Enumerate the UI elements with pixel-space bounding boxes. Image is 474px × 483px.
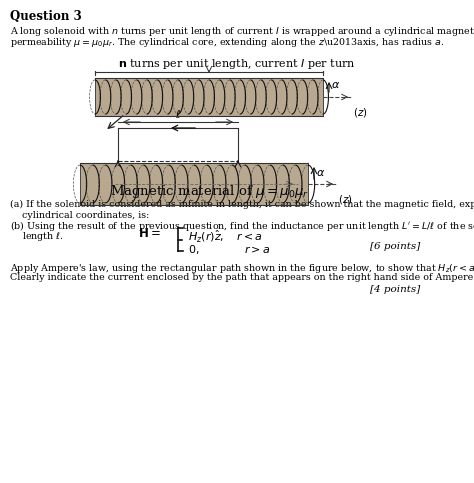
Text: $(z)$: $(z)$	[338, 193, 353, 206]
Bar	[80, 163, 308, 205]
Text: [4 points]: [4 points]	[370, 285, 420, 294]
Text: permeability $\mu = \mu_0\mu_r$. The cylindrical core, extending along the $z$\u: permeability $\mu = \mu_0\mu_r$. The cyl…	[10, 36, 445, 49]
Text: Apply Ampere's law, using the rectangular path shown in the figure below, to sho: Apply Ampere's law, using the rectangula…	[10, 262, 474, 275]
Text: $\ell$: $\ell$	[175, 108, 181, 120]
Text: $\mathbf{H} =$: $\mathbf{H} =$	[138, 227, 161, 240]
Text: $0, \qquad\qquad r > a$: $0, \qquad\qquad r > a$	[188, 243, 271, 256]
Text: $(z)$: $(z)$	[353, 106, 368, 119]
Text: length $\ell$.: length $\ell$.	[22, 230, 64, 243]
Text: $\alpha$: $\alpha$	[331, 81, 340, 90]
Text: $\mathbf{n}$ turns per unit length, current $I$ per turn: $\mathbf{n}$ turns per unit length, curr…	[118, 57, 356, 71]
Text: [6 points]: [6 points]	[370, 242, 420, 251]
Text: Question 3: Question 3	[10, 10, 82, 23]
Text: $\alpha$: $\alpha$	[316, 168, 325, 177]
Text: Clearly indicate the current enclosed by the path that appears on the right hand: Clearly indicate the current enclosed by…	[10, 273, 474, 282]
Text: Magnetic material of $\mu{=}\mu_0\mu_r$: Magnetic material of $\mu{=}\mu_0\mu_r$	[110, 183, 309, 200]
Text: A long solenoid with $n$ turns per unit length of current $I$ is wrapped around : A long solenoid with $n$ turns per unit …	[10, 25, 474, 38]
Text: $H_z(r)\hat{z}, \quad r < a$: $H_z(r)\hat{z}, \quad r < a$	[188, 228, 263, 244]
Text: cylindrical coordinates, is:: cylindrical coordinates, is:	[22, 211, 149, 220]
Text: (a) If the solenoid is considered as infinite in length, it can be shown that th: (a) If the solenoid is considered as inf…	[10, 200, 474, 209]
Text: (b) Using the result of the previous question, find the inductance per unit leng: (b) Using the result of the previous que…	[10, 219, 474, 233]
Bar	[95, 78, 323, 116]
